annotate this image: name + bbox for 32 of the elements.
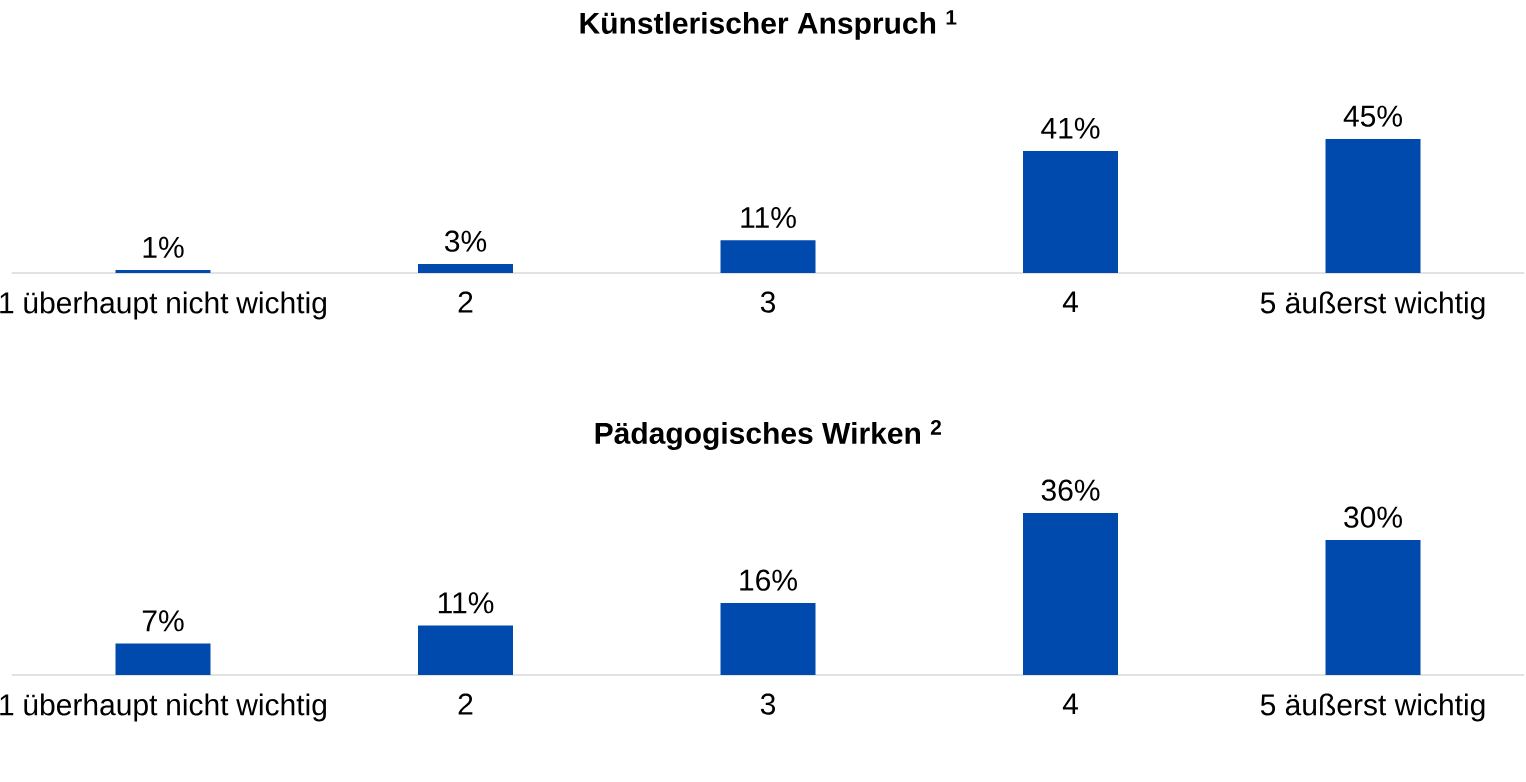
chart-title: Künstlerischer Anspruch $^{1}$ (580, 10, 957, 40)
x-tick-label: 5 äußerst wichtig (1260, 291, 1485, 320)
bar (418, 625, 514, 675)
bar (720, 240, 816, 273)
bar (1325, 540, 1421, 675)
bar (1023, 150, 1119, 273)
x-tick-label: 5 äußerst wichtig (1260, 693, 1485, 722)
data-label: 45% (1343, 105, 1402, 127)
bar (1325, 139, 1421, 273)
bar (418, 264, 514, 273)
x-tick-label: 2 (458, 693, 473, 715)
x-tick-label: 1 überhaupt nicht wichtig (0, 291, 326, 320)
data-label: 36% (1041, 479, 1100, 501)
data-label: 11% (741, 207, 796, 229)
bar (720, 603, 816, 675)
x-tick-label: 4 (1062, 291, 1078, 313)
x-tick-label: 3 (760, 291, 776, 313)
bar (115, 270, 211, 273)
x-tick-label: 4 (1062, 693, 1078, 715)
bar (115, 643, 211, 675)
data-label: 1% (143, 236, 184, 258)
x-tick-label: 1 überhaupt nicht wichtig (0, 693, 326, 722)
data-label: 30% (1344, 506, 1402, 528)
data-label: 3% (444, 230, 487, 252)
data-label: 16% (740, 569, 797, 591)
x-tick-label: 3 (760, 693, 776, 715)
data-label: 11% (438, 592, 494, 614)
data-label: 41% (1041, 117, 1100, 139)
chart-title: Pädagogisches Wirken $^{2}$ (595, 419, 941, 451)
data-label: 7% (142, 610, 184, 632)
x-tick-label: 2 (458, 291, 473, 313)
bar (1023, 513, 1119, 675)
